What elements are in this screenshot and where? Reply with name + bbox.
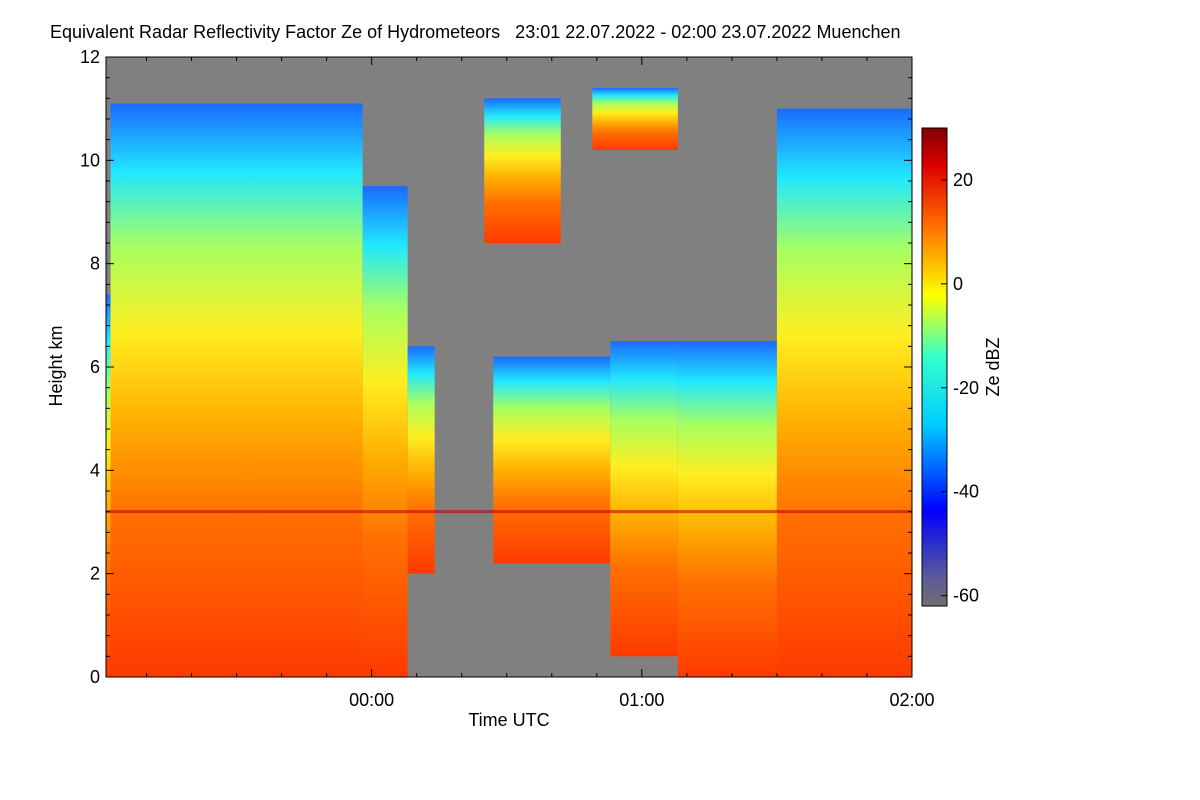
- echo-region-3: [407, 346, 435, 574]
- chart-title: Equivalent Radar Reflectivity Factor Ze …: [50, 22, 901, 42]
- colorbar: [921, 127, 948, 607]
- echo-region-6: [677, 341, 777, 677]
- echo-region-0: [106, 294, 111, 677]
- colorbar-tick-label: -20: [953, 378, 979, 398]
- y-axis-label: Height km: [46, 325, 66, 406]
- x-tick-label: 02:00: [889, 690, 934, 710]
- colorbar-label: Ze dBZ: [983, 337, 1003, 396]
- echo-region-5: [610, 341, 678, 657]
- y-tick-label: 0: [90, 667, 100, 687]
- x-axis-label: Time UTC: [468, 710, 549, 730]
- echo-region-4: [493, 356, 611, 564]
- y-tick-label: 4: [90, 460, 100, 480]
- x-tick-label: 01:00: [619, 690, 664, 710]
- y-tick-label: 6: [90, 357, 100, 377]
- echo-region-8: [484, 98, 561, 243]
- echo-region-9: [592, 88, 678, 150]
- colorbar-tick-label: -60: [953, 586, 979, 606]
- colorbar-tick-label: -40: [953, 482, 979, 502]
- echo-region-1: [110, 103, 363, 677]
- y-tick-label: 10: [80, 150, 100, 170]
- echo-layer: [106, 88, 912, 677]
- echo-region-2: [362, 186, 408, 677]
- y-tick-label: 2: [90, 564, 100, 584]
- echo-region-7: [776, 108, 912, 677]
- axes-layer: 0 2 4 6 8 10 12 00:00 01:00 02:00: [80, 47, 935, 710]
- x-tick-label: 00:00: [349, 690, 394, 710]
- colorbar-ticks: -60 -40 -20 0 20: [941, 170, 979, 606]
- y-tick-label: 8: [90, 254, 100, 274]
- y-tick-label: 12: [80, 47, 100, 67]
- colorbar-tick-label: 20: [953, 170, 973, 190]
- colorbar-tick-label: 0: [953, 274, 963, 294]
